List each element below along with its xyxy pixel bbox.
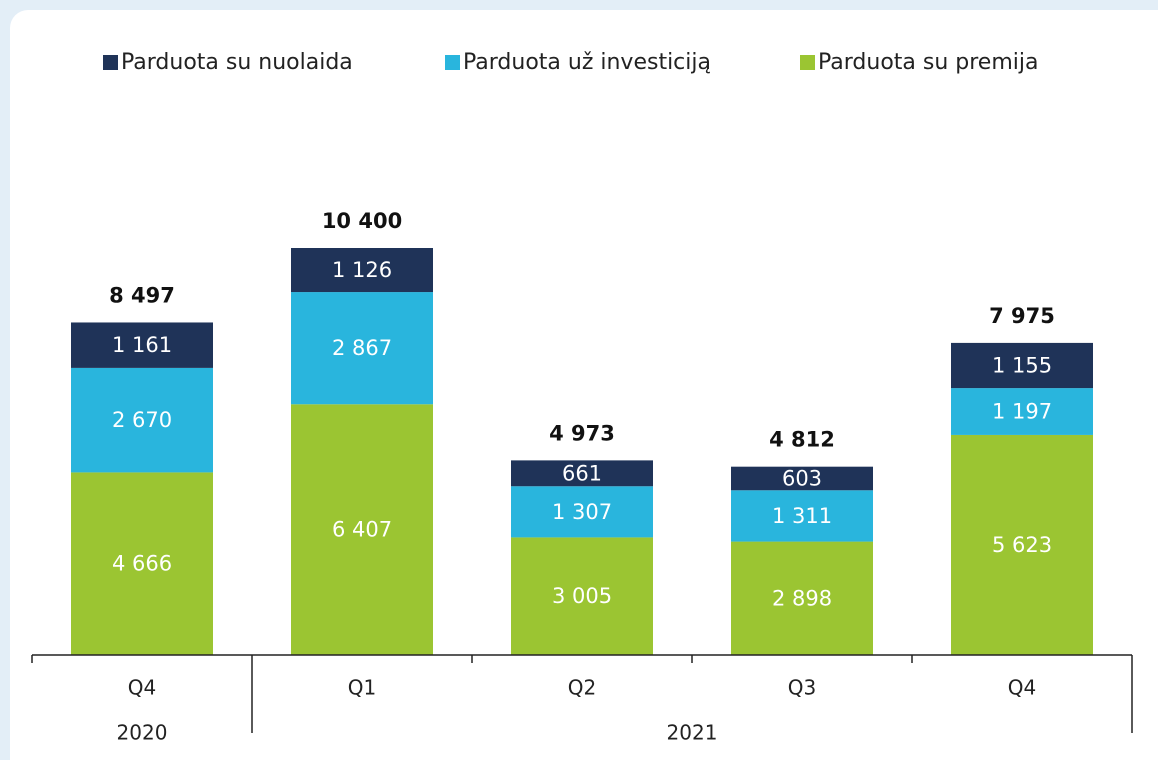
value-label: 2 898 xyxy=(772,586,832,610)
value-label: 1 197 xyxy=(992,400,1052,424)
bar-segment xyxy=(291,292,433,405)
group-label: 2020 xyxy=(117,721,168,745)
value-label: 3 005 xyxy=(552,584,612,608)
value-label: 1 126 xyxy=(332,258,392,282)
value-label: 2 670 xyxy=(112,408,172,432)
bar-segment xyxy=(951,342,1093,389)
value-label: 4 666 xyxy=(112,552,172,576)
value-label: 661 xyxy=(562,461,602,485)
total-label: 7 975 xyxy=(989,304,1055,328)
x-tick-label: Q2 xyxy=(568,676,596,700)
value-label: 2 867 xyxy=(332,336,392,360)
total-label: 4 812 xyxy=(769,428,835,452)
bar-segment xyxy=(731,541,873,655)
x-tick-label: Q1 xyxy=(348,676,376,700)
value-label: 1 161 xyxy=(112,333,172,357)
bar-segment xyxy=(731,490,873,542)
value-label: 6 407 xyxy=(332,518,392,542)
x-tick-label: Q4 xyxy=(1008,676,1036,700)
value-label: 603 xyxy=(782,466,822,490)
legend-label: Parduota su premija xyxy=(818,50,1038,75)
bar-segment xyxy=(511,537,653,655)
total-label: 4 973 xyxy=(549,421,615,445)
bar-segment xyxy=(291,248,433,293)
legend-swatch xyxy=(103,55,118,70)
legend-label: Parduota už investiciją xyxy=(463,50,711,75)
x-tick-label: Q4 xyxy=(128,676,156,700)
group-label: 2021 xyxy=(667,721,718,745)
bar-segment xyxy=(71,367,213,473)
total-label: 10 400 xyxy=(322,209,402,233)
bar-segment xyxy=(951,388,1093,435)
bar-segment xyxy=(951,434,1093,655)
legend-label: Parduota su nuolaida xyxy=(121,50,353,75)
bar-segment xyxy=(71,472,213,655)
bar-segment xyxy=(731,466,873,491)
bar-segment xyxy=(511,486,653,538)
value-label: 1 307 xyxy=(552,500,612,524)
legend-swatch xyxy=(800,55,815,70)
bar-segment xyxy=(71,322,213,368)
total-label: 8 497 xyxy=(109,283,175,307)
legend-swatch xyxy=(445,55,460,70)
bar-segment xyxy=(291,404,433,655)
value-label: 1 155 xyxy=(992,354,1052,378)
x-tick-label: Q3 xyxy=(788,676,816,700)
value-label: 5 623 xyxy=(992,533,1052,557)
value-label: 1 311 xyxy=(772,504,832,528)
bar-segment xyxy=(511,460,653,487)
